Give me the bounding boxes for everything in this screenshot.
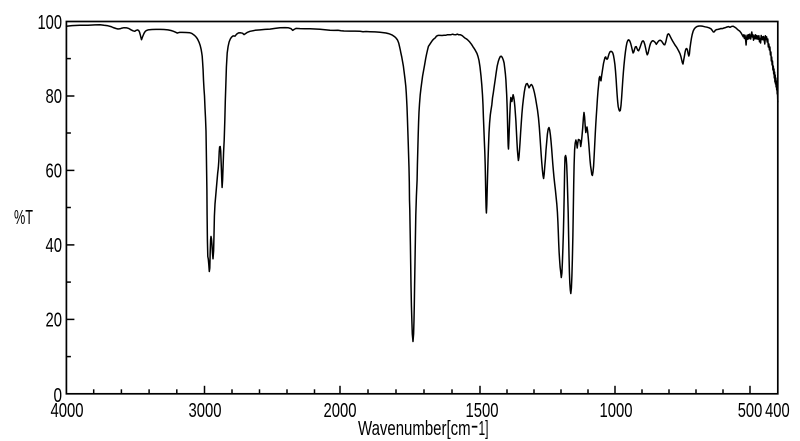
svg-text:1000: 1000 (600, 400, 633, 422)
svg-text:2000: 2000 (324, 400, 357, 422)
svg-text:Wavenumber[cm: Wavenumber[cm (358, 418, 471, 440)
svg-text:3000: 3000 (189, 400, 222, 422)
svg-text:%T: %T (14, 207, 33, 229)
svg-text:0: 0 (54, 385, 63, 407)
svg-text:100: 100 (38, 12, 63, 34)
svg-text:80: 80 (46, 86, 63, 108)
svg-text:500: 500 (738, 400, 763, 422)
svg-text:20: 20 (46, 309, 63, 331)
svg-text:60: 60 (46, 160, 63, 182)
svg-text:400: 400 (765, 400, 790, 422)
svg-text:1500: 1500 (466, 400, 499, 422)
svg-text:1]: 1] (479, 418, 489, 440)
svg-text:4000: 4000 (51, 400, 84, 422)
svg-text:40: 40 (46, 235, 63, 257)
